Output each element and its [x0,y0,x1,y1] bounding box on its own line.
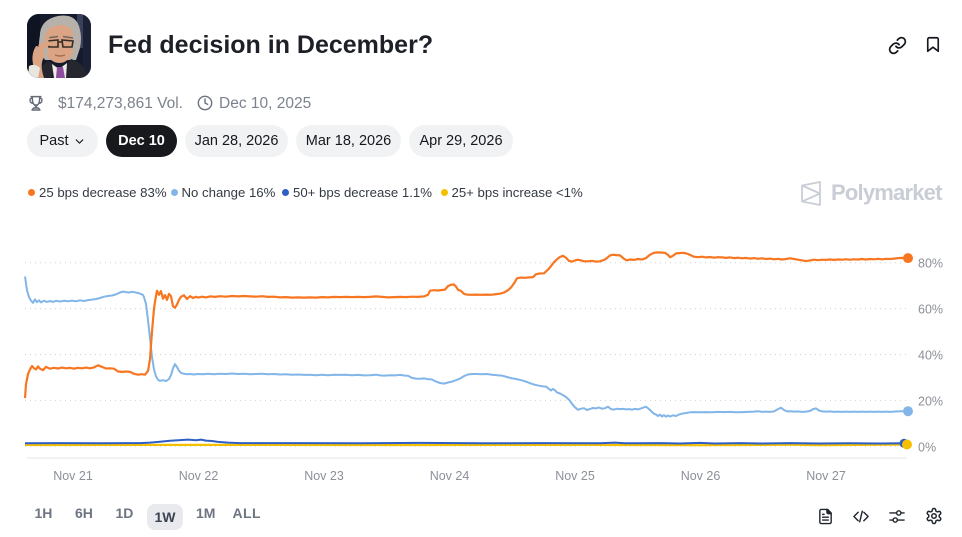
svg-text:Nov 23: Nov 23 [304,469,344,483]
svg-text:Nov 21: Nov 21 [53,469,93,483]
svg-text:Nov 27: Nov 27 [806,469,846,483]
svg-text:Nov 25: Nov 25 [555,469,595,483]
svg-text:0%: 0% [918,440,936,454]
svg-text:Nov 22: Nov 22 [179,469,219,483]
svg-text:80%: 80% [918,257,943,271]
svg-text:40%: 40% [918,349,943,363]
svg-text:Nov 24: Nov 24 [430,469,470,483]
svg-text:20%: 20% [918,394,943,408]
svg-text:Nov 26: Nov 26 [681,469,721,483]
svg-text:60%: 60% [918,303,943,317]
